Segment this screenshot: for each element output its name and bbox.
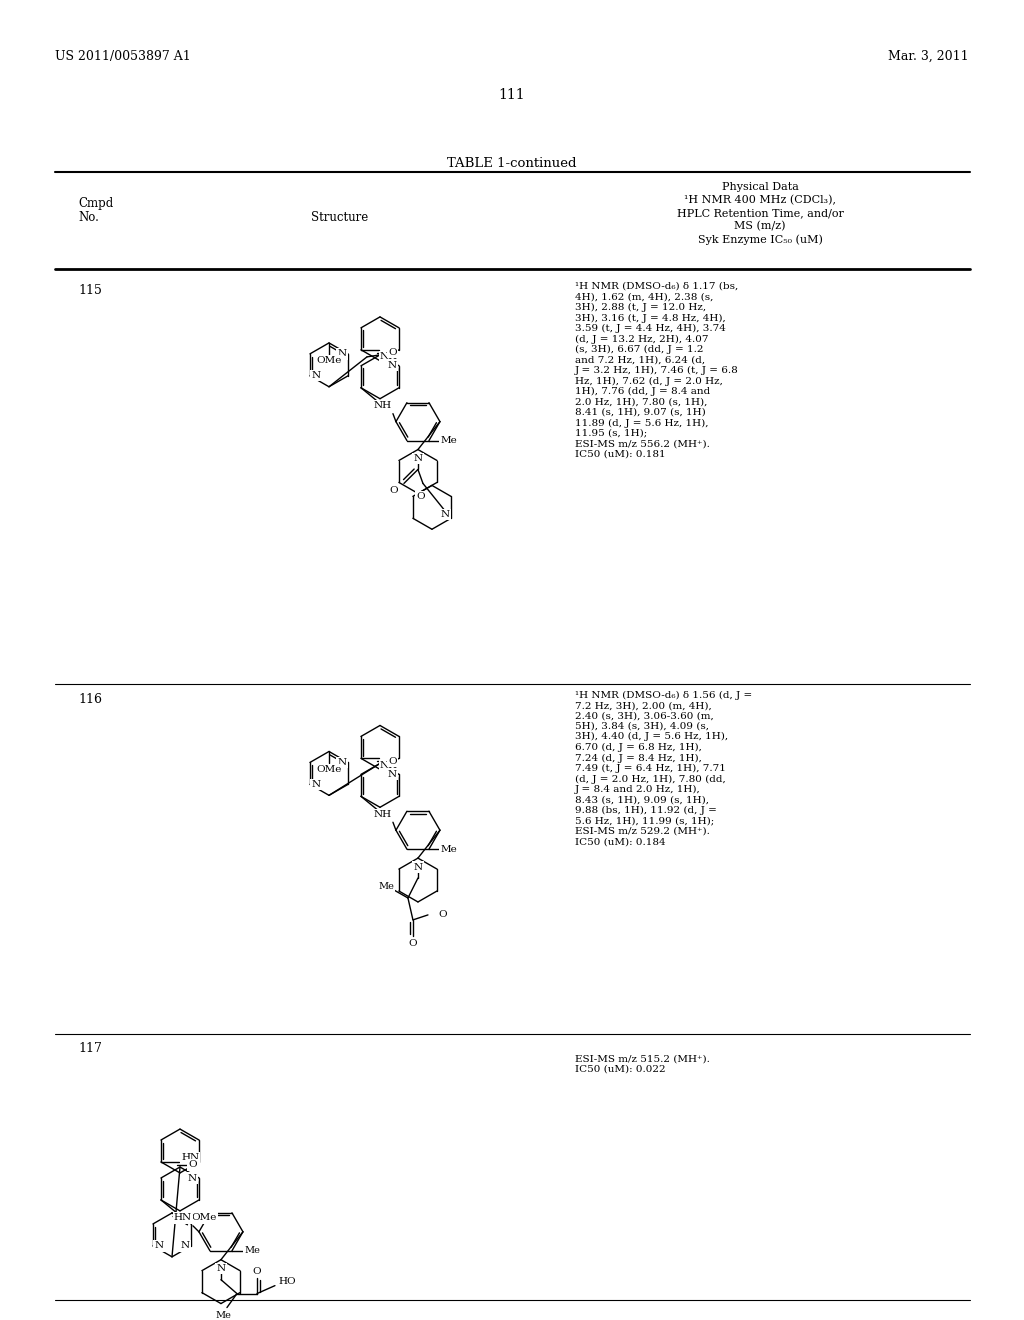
Text: N: N (180, 1241, 189, 1250)
Text: Structure: Structure (311, 211, 369, 224)
Text: Syk Enzyme IC₅₀ (uM): Syk Enzyme IC₅₀ (uM) (697, 234, 822, 244)
Text: N: N (338, 758, 346, 767)
Text: N: N (187, 1173, 197, 1183)
Text: N: N (311, 780, 321, 789)
Text: NH: NH (380, 352, 398, 362)
Text: Cmpd: Cmpd (78, 197, 114, 210)
Text: O: O (409, 940, 417, 948)
Text: N: N (440, 510, 450, 519)
Text: N: N (311, 371, 321, 380)
Text: 115: 115 (78, 284, 101, 297)
Text: O: O (389, 756, 397, 766)
Text: HO: HO (279, 1278, 296, 1286)
Text: MS (m/z): MS (m/z) (734, 222, 785, 231)
Text: OMe: OMe (191, 1213, 217, 1222)
Text: No.: No. (78, 211, 99, 224)
Text: US 2011/0053897 A1: US 2011/0053897 A1 (55, 50, 190, 63)
Text: N: N (216, 1265, 225, 1274)
Text: O: O (417, 492, 425, 500)
Text: N: N (155, 1241, 164, 1250)
Text: Me: Me (440, 845, 458, 854)
Text: N: N (414, 454, 423, 463)
Text: 116: 116 (78, 693, 102, 706)
Text: NH: NH (374, 401, 392, 411)
Text: HPLC Retention Time, and/or: HPLC Retention Time, and/or (677, 209, 844, 218)
Text: NH: NH (380, 760, 398, 770)
Text: NH: NH (374, 809, 392, 818)
Text: ¹H NMR (DMSO-d₆) δ 1.56 (d, J =
7.2 Hz, 3H), 2.00 (m, 4H),
2.40 (s, 3H), 3.06-3.: ¹H NMR (DMSO-d₆) δ 1.56 (d, J = 7.2 Hz, … (575, 690, 753, 846)
Text: Me: Me (215, 1311, 230, 1320)
Text: OMe: OMe (316, 764, 342, 774)
Text: 117: 117 (78, 1043, 101, 1056)
Text: Physical Data: Physical Data (722, 182, 799, 193)
Text: HN: HN (174, 1213, 193, 1222)
Text: Me: Me (378, 882, 394, 891)
Text: Me: Me (244, 1246, 260, 1255)
Text: ¹H NMR (DMSO-d₆) δ 1.17 (bs,
4H), 1.62 (m, 4H), 2.38 (s,
3H), 2.88 (t, J = 12.0 : ¹H NMR (DMSO-d₆) δ 1.17 (bs, 4H), 1.62 (… (575, 282, 738, 459)
Text: Me: Me (440, 436, 458, 445)
Text: N: N (387, 362, 396, 371)
Text: ¹H NMR 400 MHz (CDCl₃),: ¹H NMR 400 MHz (CDCl₃), (684, 195, 836, 206)
Text: 111: 111 (499, 87, 525, 102)
Text: Mar. 3, 2011: Mar. 3, 2011 (889, 50, 969, 63)
Text: HN: HN (181, 1154, 199, 1163)
Text: O: O (188, 1160, 198, 1170)
Text: O: O (253, 1267, 261, 1276)
Text: ESI-MS m/z 515.2 (MH⁺).
IC50 (uM): 0.022: ESI-MS m/z 515.2 (MH⁺). IC50 (uM): 0.022 (575, 1055, 710, 1073)
Text: O: O (438, 911, 447, 920)
Text: O: O (389, 348, 397, 358)
Text: N: N (387, 770, 396, 779)
Text: N: N (338, 350, 346, 358)
Text: TABLE 1-continued: TABLE 1-continued (447, 157, 577, 170)
Text: OMe: OMe (316, 356, 342, 366)
Text: O: O (390, 486, 398, 495)
Text: N: N (414, 862, 423, 871)
